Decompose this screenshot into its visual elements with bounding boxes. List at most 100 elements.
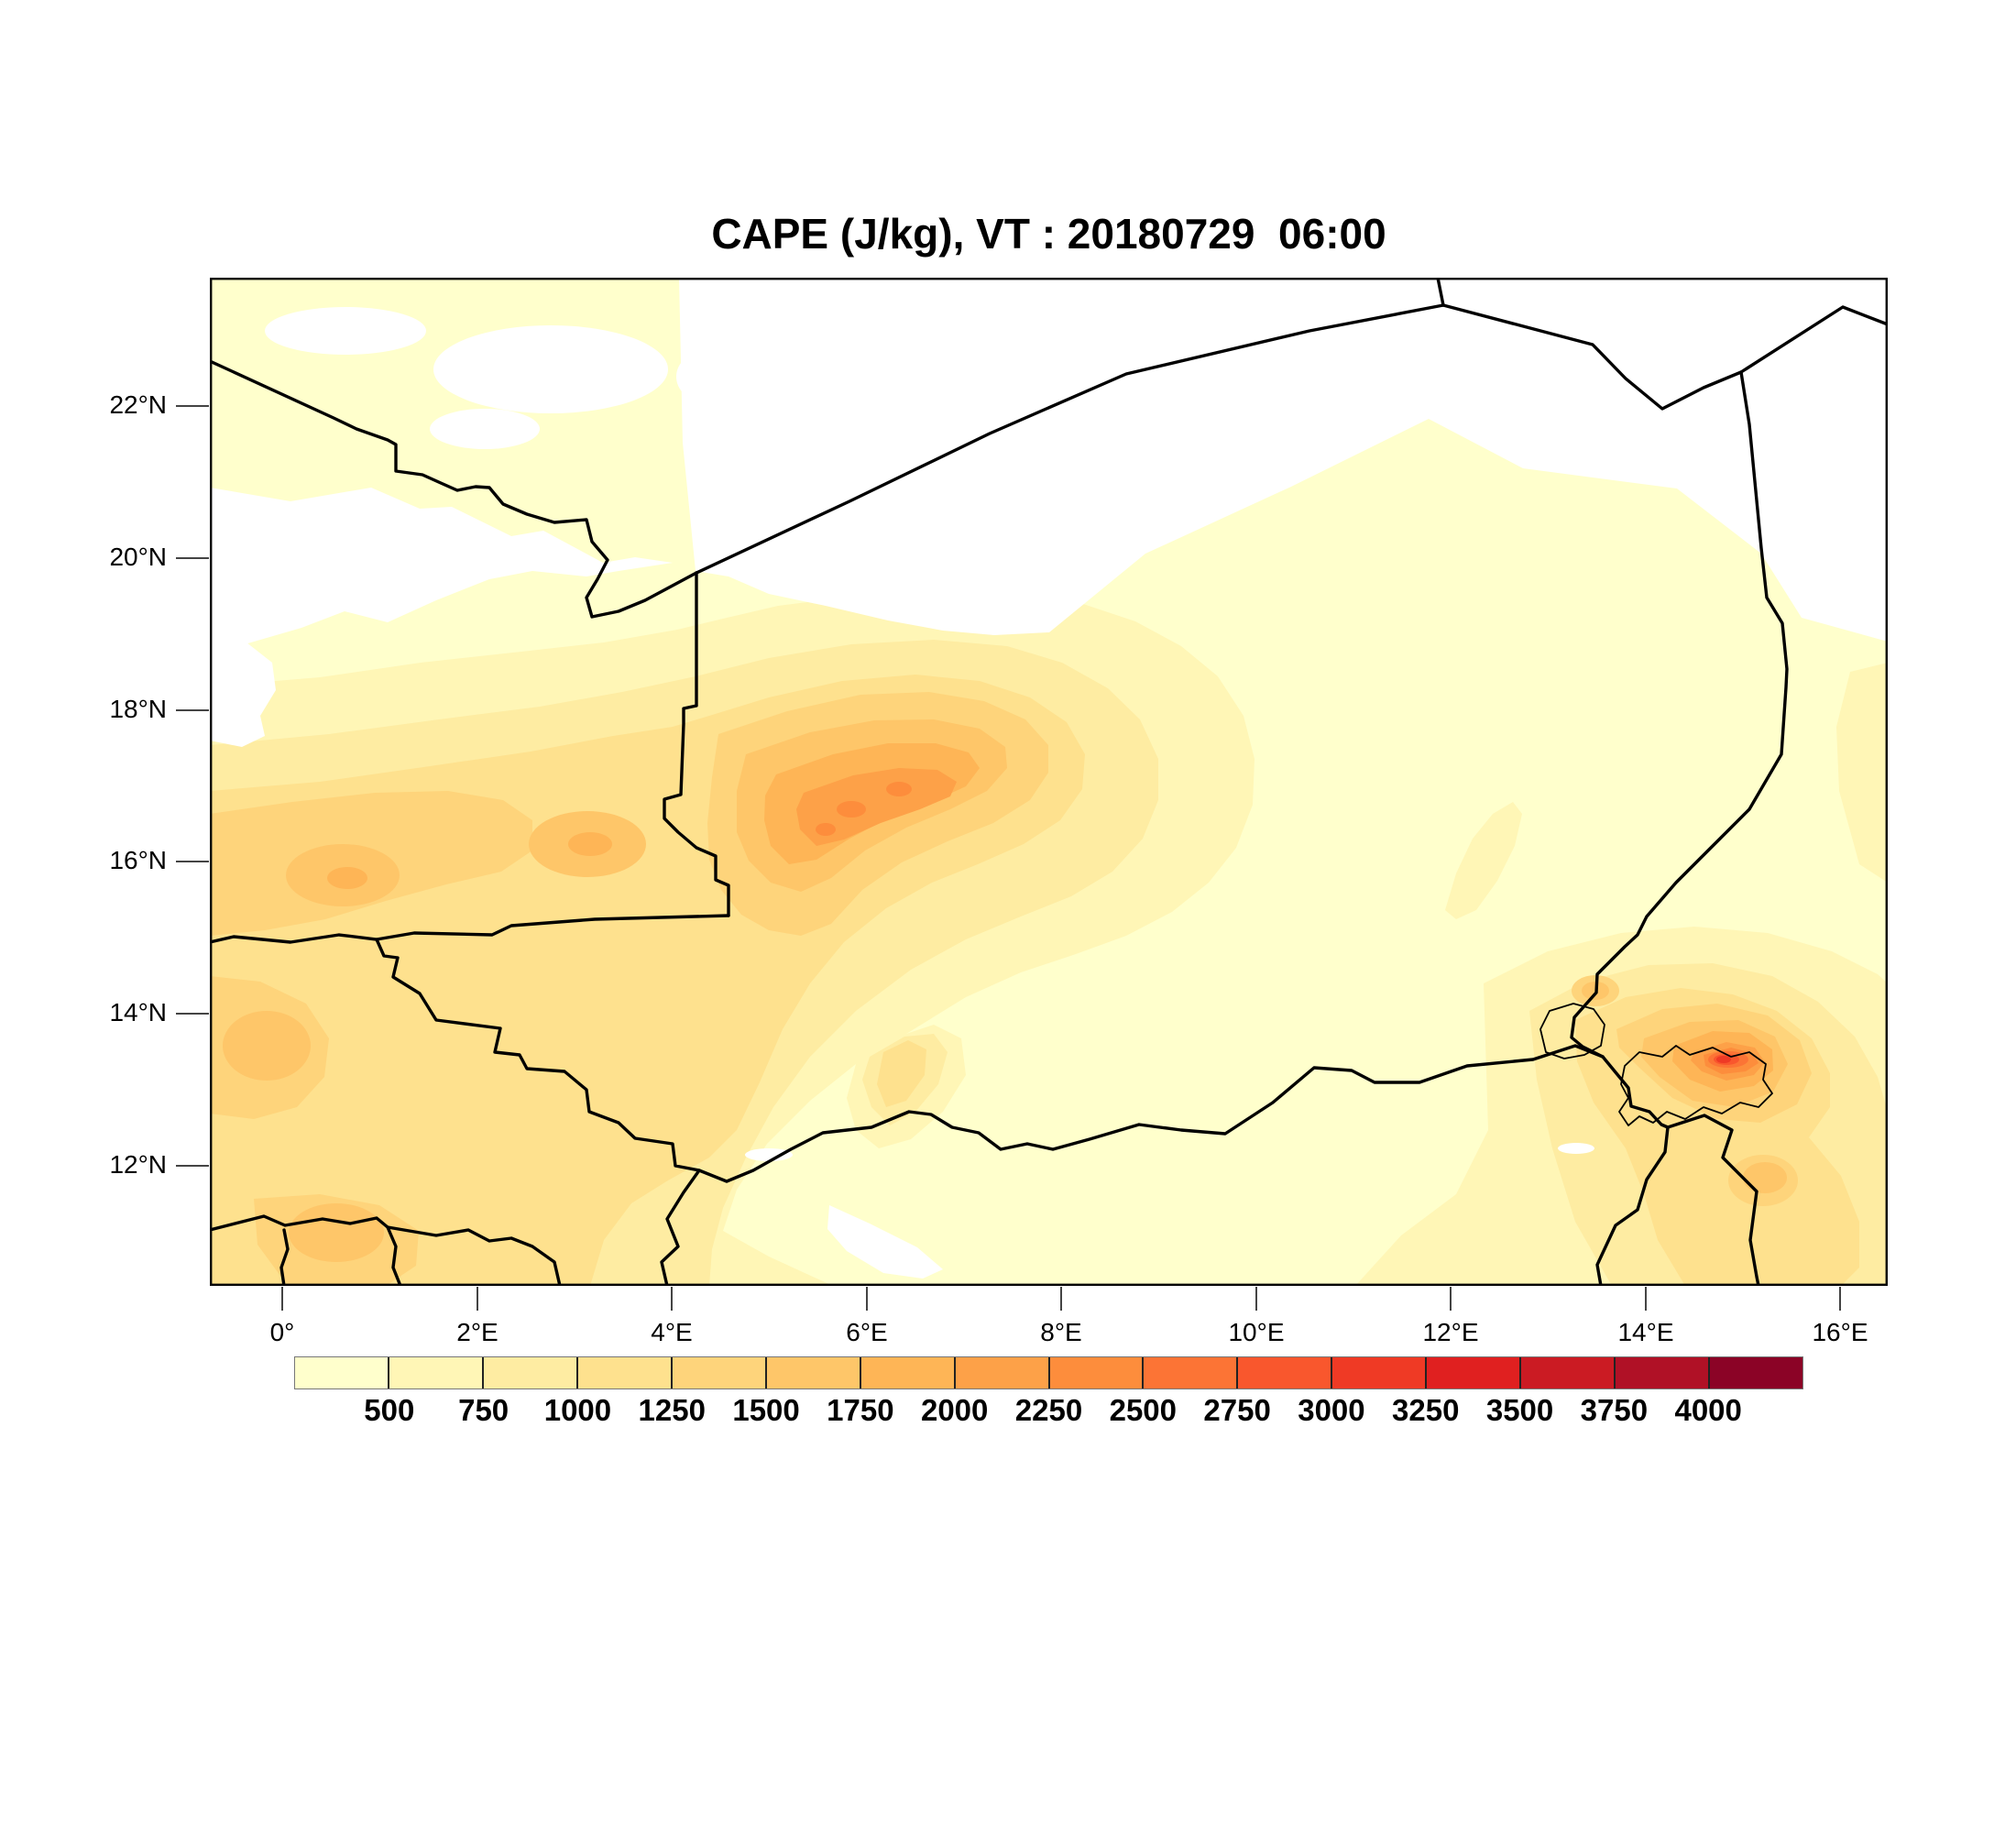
contour-fill-level-6 xyxy=(223,1011,311,1081)
colorbar-segment-8 xyxy=(955,1357,1050,1388)
contour-fill-level-9 xyxy=(816,823,836,836)
country-border-chad-cameroon xyxy=(1666,1114,1760,1286)
contour-fill-level-6 xyxy=(1743,1162,1787,1193)
contour-fill-level-6 xyxy=(289,1203,384,1262)
lon-tick-mark xyxy=(671,1287,673,1311)
colorbar-segment-12 xyxy=(1332,1357,1428,1388)
map-area xyxy=(210,278,1888,1286)
below-min-white-region xyxy=(210,488,673,654)
colorbar-tick-label: 3500 xyxy=(1485,1393,1554,1427)
colorbar-tick-label: 2250 xyxy=(1014,1393,1083,1427)
colorbar-tick-label: 1750 xyxy=(827,1393,894,1427)
contour-fill-level-9 xyxy=(837,801,866,818)
lat-tick-label: 12°N xyxy=(109,1150,167,1179)
below-min-white-region xyxy=(210,635,276,747)
contour-fill-level-7 xyxy=(327,867,367,889)
colorbar-tick-label: 1000 xyxy=(543,1393,612,1427)
country-border-mali-niger-vertical xyxy=(663,571,730,917)
lon-tick-label: 4°E xyxy=(651,1318,693,1346)
lat-tick-label: 20°N xyxy=(109,543,167,571)
lon-tick-mark xyxy=(1255,1287,1257,1311)
contour-fill-level-2 xyxy=(1836,663,1888,883)
map-frame xyxy=(210,278,1888,1286)
colorbar-tick-label: 3750 xyxy=(1580,1393,1649,1427)
lat-tick-mark xyxy=(176,1013,209,1015)
country-border-nigeria-cameroon xyxy=(1595,1055,1670,1286)
country-border-algeria-niger xyxy=(695,303,1445,575)
contour-fill-level-12 xyxy=(1716,1056,1731,1063)
below-min-white-region xyxy=(745,1148,793,1161)
below-min-white-region xyxy=(265,307,426,355)
lon-tick-label: 12°E xyxy=(1422,1318,1479,1346)
lat-tick-mark xyxy=(176,405,209,407)
colorbar-segment-1 xyxy=(295,1357,389,1388)
lon-tick-mark xyxy=(1450,1287,1452,1311)
country-border-algeria-mali xyxy=(210,359,698,619)
plot-title: CAPE (J/kg), VT : 20180729 06:00 xyxy=(711,210,1386,258)
country-border-ghana-togo xyxy=(279,1228,290,1286)
lon-tick-label: 14°E xyxy=(1617,1318,1674,1346)
colorbar-segment-3 xyxy=(483,1357,578,1388)
colorbar-tick-label: 1250 xyxy=(638,1393,706,1427)
below-min-white-region xyxy=(679,278,1888,642)
below-min-white-region xyxy=(1558,1143,1594,1154)
colorbar-tick-label: 4000 xyxy=(1674,1393,1742,1427)
colorbar-segment-9 xyxy=(1049,1357,1145,1388)
lat-tick-label: 18°N xyxy=(109,695,167,723)
below-min-white-region xyxy=(430,409,540,449)
lon-tick-mark xyxy=(866,1287,868,1311)
lon-tick-mark xyxy=(1645,1287,1647,1311)
colorbar-tick-label: 750 xyxy=(458,1393,509,1427)
colorbar-segment-11 xyxy=(1238,1357,1333,1388)
country-border-benin-nigeria xyxy=(660,1169,701,1286)
colorbar-segment-4 xyxy=(577,1357,673,1388)
lon-tick-label: 0° xyxy=(269,1318,295,1346)
colorbar-segment-15 xyxy=(1616,1357,1711,1388)
lon-tick-mark xyxy=(477,1287,478,1311)
lake-chad-west-pocket-outline xyxy=(1539,1003,1605,1059)
colorbar-segment-10 xyxy=(1144,1357,1239,1388)
below-min-white-region xyxy=(827,1205,943,1279)
colorbar-segment-6 xyxy=(766,1357,861,1388)
lon-tick-label: 8°E xyxy=(1040,1318,1082,1346)
lon-tick-label: 6°E xyxy=(846,1318,888,1346)
contour-fill-level-9 xyxy=(886,782,912,796)
lon-tick-label: 10°E xyxy=(1228,1318,1285,1346)
lat-tick-label: 22°N xyxy=(109,390,167,419)
cape-map-svg xyxy=(210,278,1888,1286)
lon-tick-label: 2°E xyxy=(456,1318,499,1346)
country-border-niger-nigeria xyxy=(697,1044,1605,1183)
below-min-white-region xyxy=(433,325,668,413)
lon-tick-label: 16°E xyxy=(1812,1318,1868,1346)
country-border-burkina-ghana-togo-benin xyxy=(210,1214,562,1286)
colorbar-tick-label: 2750 xyxy=(1203,1393,1271,1427)
country-border-togo-benin xyxy=(386,1225,402,1286)
country-border-mali-niger-horizontal xyxy=(210,914,730,944)
colorbar-segment-7 xyxy=(860,1357,956,1388)
colorbar-tick-label: 500 xyxy=(364,1393,415,1427)
colorbar-segment-5 xyxy=(672,1357,767,1388)
lat-tick-label: 14°N xyxy=(109,998,167,1026)
colorbar-tick-label: 2500 xyxy=(1109,1393,1178,1427)
country-border-libya-chad xyxy=(1739,305,1888,374)
lat-tick-mark xyxy=(176,1165,209,1167)
colorbar-tick-label: 2000 xyxy=(920,1393,989,1427)
lat-tick-label: 16°N xyxy=(109,846,167,874)
colorbar-tick-label: 3250 xyxy=(1392,1393,1460,1427)
colorbar-segment-16 xyxy=(1710,1357,1802,1388)
contour-fill-level-8 xyxy=(796,768,957,846)
lat-tick-mark xyxy=(176,557,209,559)
below-min-white-region xyxy=(676,353,728,401)
lat-tick-mark xyxy=(176,861,209,862)
colorbar-segment-2 xyxy=(389,1357,484,1388)
lat-tick-mark xyxy=(176,709,209,711)
contour-fill-level-2 xyxy=(1445,802,1522,919)
contour-fill-level-4 xyxy=(877,1040,926,1107)
colorbar xyxy=(294,1356,1803,1389)
colorbar-segment-13 xyxy=(1427,1357,1522,1388)
lon-tick-mark xyxy=(281,1287,283,1311)
country-border-algeria-libya xyxy=(1436,278,1445,307)
lake-chad-outline xyxy=(1618,1045,1773,1126)
country-border-niger-chad xyxy=(1570,370,1789,1059)
